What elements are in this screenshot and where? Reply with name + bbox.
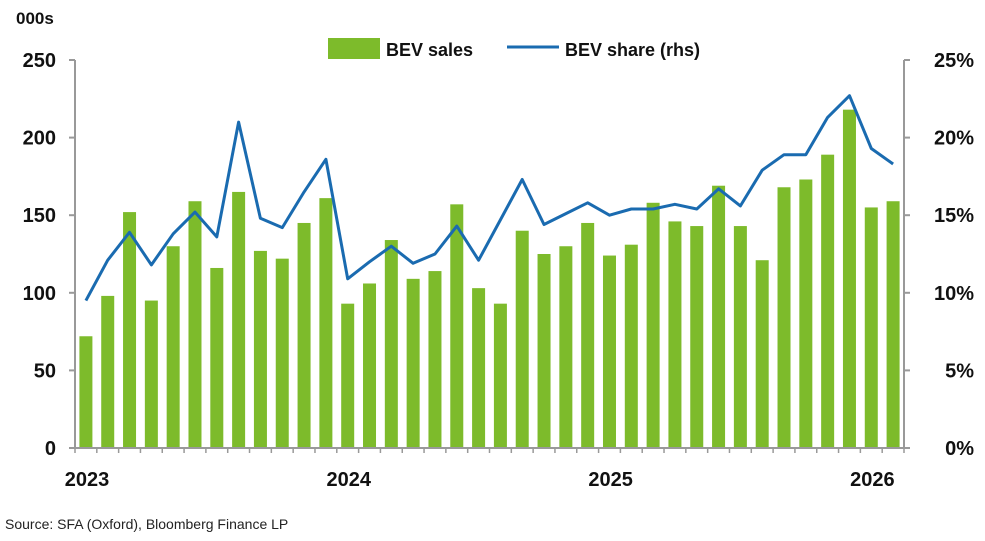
left-axis-tick-label: 250	[23, 50, 56, 72]
bar-bev-sales	[690, 226, 704, 448]
source-note: Source: SFA (Oxford), Bloomberg Finance …	[5, 516, 288, 532]
x-axis-year-label: 2026	[850, 469, 895, 491]
line-layer	[84, 94, 894, 302]
bar-bev-sales	[864, 207, 878, 448]
bar-bev-sales	[624, 244, 638, 448]
right-axis-tick-label: 10%	[934, 283, 974, 305]
bar-bev-sales	[319, 198, 333, 448]
bar-bev-sales	[472, 288, 486, 448]
bar-bev-sales	[275, 258, 289, 448]
bar-bev-sales	[428, 271, 442, 448]
bar-bev-sales	[144, 300, 158, 448]
bar-bev-sales	[493, 303, 507, 448]
left-axis-tick-label: 150	[23, 205, 56, 227]
bar-bev-sales	[166, 246, 180, 448]
bar-bev-sales	[123, 212, 137, 448]
bar-bev-sales	[668, 221, 682, 448]
bar-bev-sales	[799, 179, 813, 448]
bar-bev-sales	[341, 303, 355, 448]
bar-bev-sales	[777, 187, 791, 448]
left-axis-tick-label: 50	[34, 360, 56, 382]
bar-bev-sales	[733, 226, 747, 448]
right-axis-tick-label: 20%	[934, 128, 974, 150]
bar-bev-sales	[297, 222, 311, 448]
bar-bev-sales	[821, 154, 835, 448]
left-axis-tick-label: 0	[45, 438, 56, 460]
bar-bev-sales	[886, 201, 900, 448]
legend-swatch-bev-sales	[328, 38, 380, 59]
left-axis-tick-label: 200	[23, 128, 56, 150]
x-axis-year-label: 2024	[327, 469, 372, 491]
bar-bev-sales	[602, 255, 616, 448]
bar-bev-sales	[232, 191, 246, 449]
axes-layer	[69, 59, 910, 453]
bar-bev-sales	[712, 185, 726, 448]
x-axis-year-label: 2025	[588, 469, 633, 491]
left-axis-tick-label: 100	[23, 283, 56, 305]
bar-bev-sales	[101, 295, 115, 448]
bar-bev-sales	[210, 267, 224, 448]
bar-bev-sales	[450, 204, 464, 448]
bar-bev-sales	[515, 230, 529, 448]
right-axis-tick-label: 5%	[945, 360, 974, 382]
x-axis-year-label: 2023	[65, 469, 110, 491]
bar-bev-sales	[79, 336, 93, 448]
legend-label-bev-sales: BEV sales	[386, 40, 473, 60]
bar-bev-sales	[842, 109, 856, 448]
bar-bev-sales	[559, 246, 573, 448]
line-bev-share	[84, 94, 894, 302]
bar-bev-sales	[384, 240, 398, 448]
labels-layer: 0 50 100 150 200 250 0% 5% 10% 15% 20% 25% 2023 2024 2…	[23, 50, 975, 491]
left-unit-label: 000s	[16, 9, 54, 28]
bar-bev-sales	[581, 222, 595, 448]
right-axis-tick-label: 15%	[934, 205, 974, 227]
bar-bev-sales	[253, 250, 267, 448]
bar-bev-sales	[363, 283, 377, 448]
legend-label-bev-share: BEV share (rhs)	[565, 40, 700, 60]
right-axis-tick-label: 25%	[934, 50, 974, 72]
bar-bev-sales	[406, 278, 420, 448]
right-axis-tick-label: 0%	[945, 438, 974, 460]
bar-bev-sales	[537, 254, 551, 448]
bar-bev-sales	[646, 202, 660, 448]
legend: BEV sales BEV share (rhs)	[328, 38, 700, 60]
bars-layer	[79, 109, 900, 449]
bar-bev-sales	[755, 260, 769, 448]
bar-bev-sales	[188, 201, 202, 448]
